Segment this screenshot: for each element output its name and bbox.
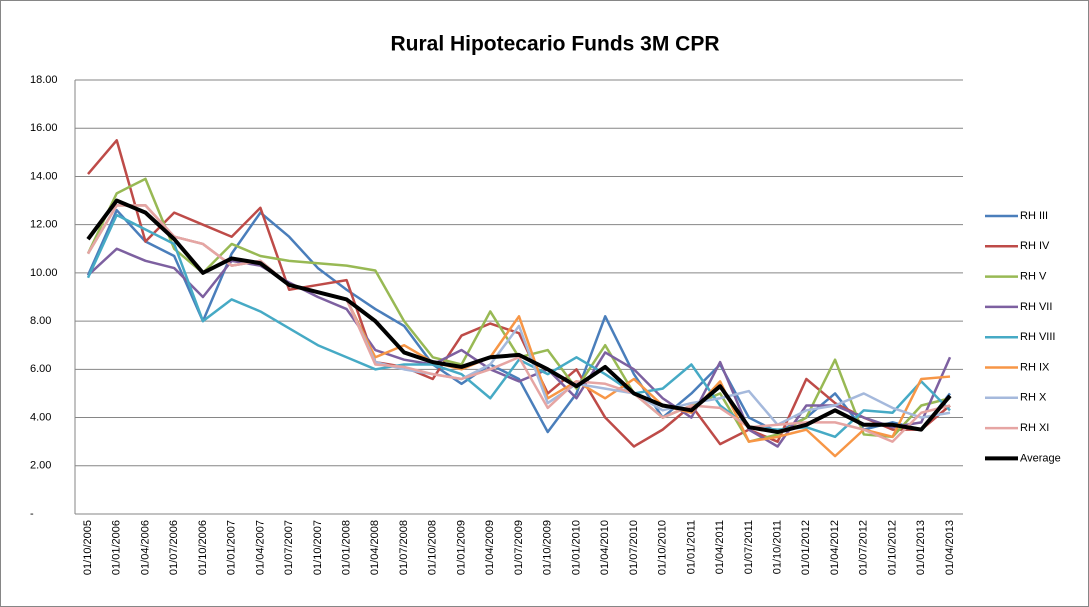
- x-tick-label: 01/04/2007: [254, 520, 266, 575]
- x-tick-label: 01/10/2005: [82, 520, 94, 575]
- x-tick-label: 01/01/2008: [341, 520, 353, 575]
- x-tick-label: 01/07/2006: [168, 520, 180, 575]
- y-tick-label: 8.00: [30, 315, 51, 327]
- legend-label: RH III: [1020, 210, 1048, 222]
- x-tick-label: 01/07/2011: [743, 520, 755, 574]
- legend-label: RH XI: [1020, 422, 1049, 434]
- x-tick-label: 01/01/2009: [455, 520, 467, 575]
- x-tick-label: 01/01/2010: [570, 520, 582, 575]
- legend-label: RH VII: [1020, 301, 1052, 313]
- x-tick-label: 01/07/2007: [283, 520, 295, 575]
- series-line: [86, 198, 952, 435]
- y-tick-label: 18.00: [30, 74, 58, 86]
- y-tick-label: 6.00: [30, 363, 51, 375]
- x-tick-label: 01/01/2012: [800, 520, 812, 575]
- y-tick-label: 4.00: [30, 411, 51, 423]
- legend-label: RH IX: [1020, 361, 1050, 373]
- legend-label: Average: [1020, 452, 1061, 464]
- y-tick-label: 2.00: [30, 460, 51, 472]
- x-tick-label: 01/01/2013: [915, 520, 927, 575]
- x-tick-label: 01/07/2010: [628, 520, 640, 575]
- y-tick-label: 12.00: [30, 219, 58, 231]
- x-tick-label: 01/04/2013: [944, 520, 956, 575]
- x-tick-label: 01/01/2006: [111, 520, 123, 575]
- x-tick-label: 01/04/2011: [714, 520, 726, 574]
- y-tick-label: -: [30, 508, 34, 520]
- x-tick-label: 01/07/2009: [513, 520, 525, 575]
- series-line: [86, 204, 951, 443]
- x-tick-label: 01/01/2011: [685, 520, 697, 574]
- legend-label: RH IV: [1020, 240, 1050, 252]
- x-tick-label: 01/01/2007: [226, 520, 238, 575]
- legend-label: RH VIII: [1020, 331, 1055, 343]
- x-tick-label: 01/04/2006: [139, 520, 151, 575]
- series-line: [87, 247, 952, 448]
- x-tick-label: 01/04/2010: [599, 520, 611, 575]
- x-tick-label: 01/10/2011: [772, 520, 784, 574]
- x-tick-label: 01/04/2012: [829, 520, 841, 575]
- x-tick-label: 01/10/2008: [427, 520, 439, 575]
- x-tick-label: 01/10/2007: [312, 520, 324, 575]
- legend-label: RH V: [1020, 271, 1047, 283]
- chart-title: Rural Hipotecario Funds 3M CPR: [390, 33, 719, 56]
- series-line: [87, 139, 951, 448]
- x-tick-label: 01/04/2009: [484, 520, 496, 575]
- x-tick-label: 01/10/2006: [197, 520, 209, 575]
- x-tick-label: 01/10/2010: [657, 520, 669, 575]
- x-tick-label: 01/07/2012: [858, 520, 870, 575]
- y-tick-label: 14.00: [30, 170, 58, 182]
- x-tick-label: 01/07/2008: [398, 520, 410, 575]
- x-tick-label: 01/04/2008: [369, 520, 381, 575]
- legend-label: RH X: [1020, 392, 1047, 404]
- y-tick-label: 16.00: [30, 122, 58, 134]
- x-tick-label: 01/10/2009: [542, 520, 554, 575]
- y-tick-label: 10.00: [30, 267, 58, 279]
- x-tick-label: 01/10/2012: [886, 520, 898, 575]
